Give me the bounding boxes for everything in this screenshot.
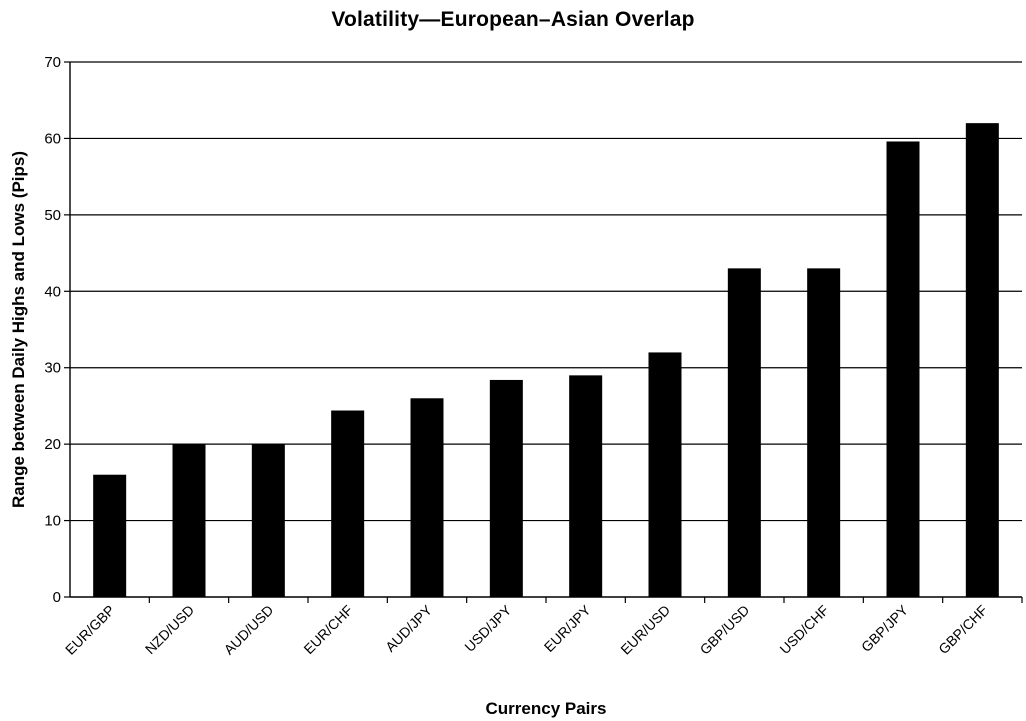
x-category-label: AUD/JPY [382,601,436,655]
gridlines [70,61,1022,522]
x-category-label: EUR/USD [617,602,673,658]
x-category-label: GBP/USD [697,602,753,658]
y-tick-label: 60 [44,130,61,147]
bar [648,352,682,597]
x-category-label: AUD/USD [221,602,277,658]
x-category-label: NZD/USD [142,602,197,657]
bar [331,410,365,597]
bar [93,474,127,597]
bars [93,123,999,598]
chart-title: Volatility—European–Asian Overlap [331,8,695,31]
y-tick-labels: 0 10 20 30 40 50 60 70 [44,54,70,606]
bar [172,444,206,597]
y-tick-label: 70 [44,54,61,71]
bar [965,123,999,598]
y-axis-title: Range between Daily Highs and Lows (Pips… [9,151,28,508]
axes [69,62,1023,603]
x-category-labels: EUR/GBP NZD/USD AUD/USD EUR/CHF AUD/JPY USD/J… [62,601,991,657]
x-category-label: EUR/CHF [300,602,355,657]
x-category-label: GBP/CHF [935,602,990,657]
x-category-label: USD/JPY [461,601,515,655]
y-tick-label: 0 [53,589,61,606]
y-tick-label: 20 [44,436,61,453]
bar [410,398,444,597]
bar [807,268,841,597]
x-category-label: EUR/JPY [541,601,595,655]
x-category-label: EUR/GBP [62,602,118,658]
x-axis-title: Currency Pairs [486,699,607,718]
y-tick-label: 50 [44,207,61,224]
y-tick-label: 30 [44,360,61,377]
y-tick-label: 10 [44,513,61,530]
bar [251,444,285,597]
y-tick-label: 40 [44,283,61,300]
x-category-label: GBP/JPY [858,601,912,655]
bar [727,268,761,597]
bar [489,379,523,597]
x-category-label: USD/CHF [776,602,831,657]
bar [886,141,920,597]
bar [569,375,603,597]
